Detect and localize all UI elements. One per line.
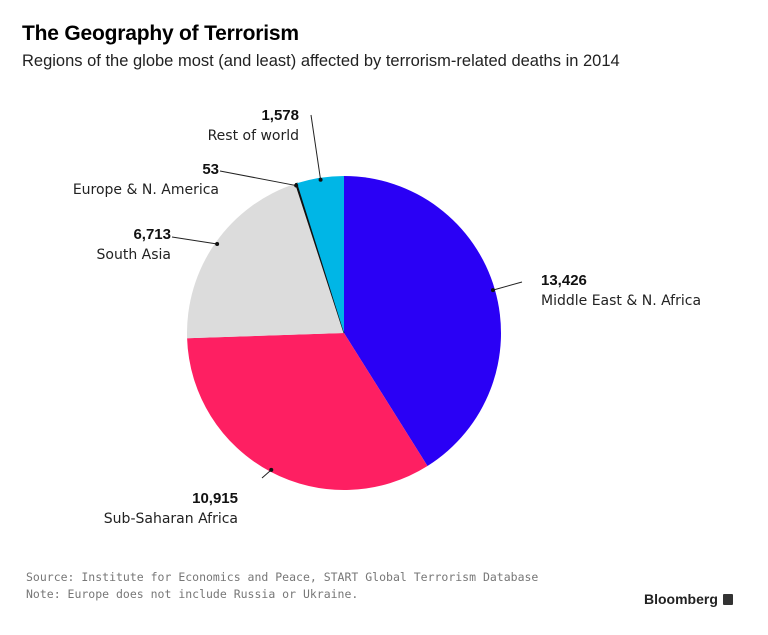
slice-labels: 13,426 Middle East & N. Africa 10,915 Su…: [73, 107, 701, 527]
pie-slice-rest-of-world: [297, 176, 344, 333]
source-note: Source: Institute for Economics and Peac…: [26, 569, 538, 603]
label-name-sub-saharan: Sub-Saharan Africa: [104, 511, 238, 527]
label-name-south-asia: South Asia: [97, 247, 171, 263]
pie-slices: [187, 176, 502, 490]
note-text: Note: Europe does not include Russia or …: [26, 587, 359, 601]
leader-dot: [294, 183, 299, 188]
label-name-europe: Europe & N. America: [73, 182, 219, 198]
leader-line: [261, 469, 272, 479]
leader-lines: [171, 114, 523, 479]
label-value-middle-east: 13,426: [541, 272, 587, 289]
chart-subtitle: Regions of the globe most (and least) af…: [22, 52, 620, 70]
label-value-rest-of-world: 1,578: [261, 107, 299, 124]
bloomberg-logo: Bloomberg: [644, 591, 733, 607]
chart-title: The Geography of Terrorism: [22, 22, 299, 45]
bloomberg-icon: [722, 593, 733, 605]
leader-dot: [215, 241, 220, 246]
label-value-south-asia: 6,713: [133, 226, 171, 243]
label-value-europe: 53: [202, 161, 219, 178]
leader-line: [310, 114, 322, 180]
leader-line: [492, 281, 523, 291]
pie-slice-middle-east-n-africa: [344, 176, 502, 466]
leader-dot: [318, 177, 323, 182]
label-value-sub-saharan: 10,915: [192, 490, 238, 507]
leader-line: [219, 170, 297, 187]
label-name-rest-of-world: Rest of world: [208, 128, 299, 144]
leader-dot: [490, 288, 495, 293]
pie-slice-south-asia: [187, 183, 344, 339]
leader-line: [171, 236, 218, 245]
source-text: Source: Institute for Economics and Peac…: [26, 570, 539, 584]
leader-dot: [269, 467, 274, 472]
brand-text: Bloomberg: [644, 591, 718, 607]
pie-slice-sub-saharan-africa: [187, 333, 428, 490]
label-name-middle-east: Middle East & N. Africa: [541, 293, 701, 309]
